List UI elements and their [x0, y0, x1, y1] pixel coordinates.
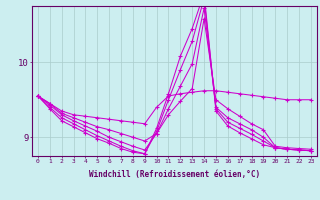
X-axis label: Windchill (Refroidissement éolien,°C): Windchill (Refroidissement éolien,°C) [89, 170, 260, 179]
